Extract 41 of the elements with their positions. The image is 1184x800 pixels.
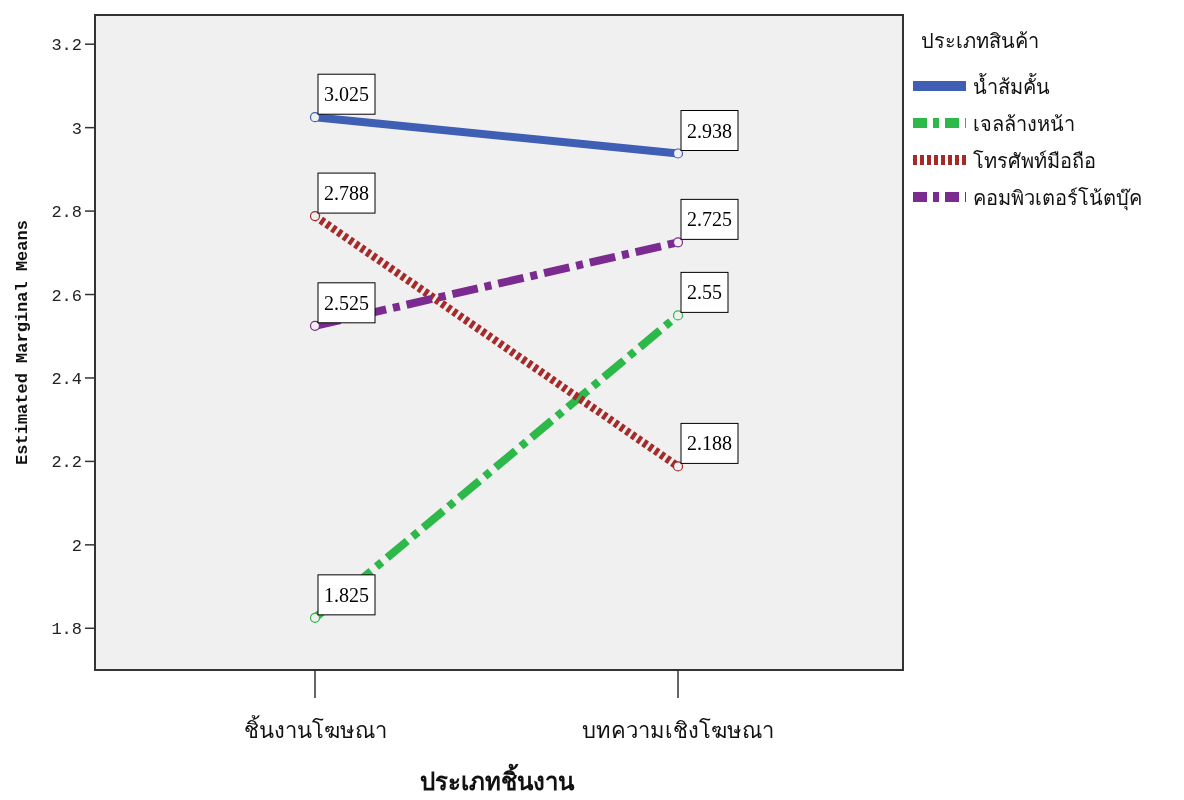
y-tick-label: 3.2 bbox=[51, 36, 82, 56]
x-axis-title: ประเภทชิ้นงาน bbox=[419, 763, 575, 795]
x-tick-label: ชิ้นงานโฆษณา bbox=[243, 715, 387, 743]
legend-label: น้ำส้มคั้น bbox=[973, 73, 1050, 99]
data-label: 1.825 bbox=[324, 583, 369, 606]
y-tick-label: 2.6 bbox=[51, 286, 82, 306]
y-axis-title: Estimated Marginal Means bbox=[13, 220, 32, 465]
data-label: 2.188 bbox=[687, 432, 732, 455]
point bbox=[672, 461, 684, 472]
point bbox=[309, 112, 321, 123]
data-label: 2.188 bbox=[680, 422, 739, 464]
data-label: 2.938 bbox=[687, 119, 732, 142]
y-tick-label: 3 bbox=[71, 119, 82, 139]
legend-title: ประเภทสินค้า bbox=[921, 29, 1039, 53]
data-label: 2.725 bbox=[680, 198, 739, 240]
data-label: 2.725 bbox=[687, 208, 732, 231]
data-label: 3.025 bbox=[317, 73, 376, 115]
point bbox=[672, 148, 684, 159]
data-label: 2.55 bbox=[680, 271, 729, 313]
y-tick-label: 2.8 bbox=[51, 203, 82, 223]
data-label: 2.788 bbox=[324, 182, 369, 205]
y-tick-label: 2.2 bbox=[51, 453, 82, 473]
data-label: 2.938 bbox=[680, 110, 739, 151]
point bbox=[309, 320, 321, 331]
legend-label: โทรศัพท์มือถือ bbox=[973, 149, 1096, 173]
y-tick-label: 1.8 bbox=[51, 620, 82, 640]
y-tick-label: 2 bbox=[71, 536, 82, 556]
point bbox=[309, 210, 321, 222]
data-label: 3.025 bbox=[324, 83, 369, 106]
data-label: 2.525 bbox=[324, 291, 369, 314]
x-tick-label: บทความเชิงโฆษณา bbox=[582, 718, 774, 743]
data-label: 2.788 bbox=[317, 172, 376, 214]
y-tick-label: 2.4 bbox=[51, 369, 82, 389]
data-label: 2.55 bbox=[687, 281, 722, 304]
legend-label: คอมพิวเตอร์โน้ตบุ๊ค bbox=[973, 186, 1142, 211]
point bbox=[309, 612, 321, 623]
legend-label: เจลล้างหน้า bbox=[973, 112, 1075, 136]
point bbox=[672, 310, 684, 321]
data-label: 1.825 bbox=[317, 574, 376, 616]
point bbox=[672, 237, 684, 248]
data-label: 2.525 bbox=[317, 282, 376, 324]
